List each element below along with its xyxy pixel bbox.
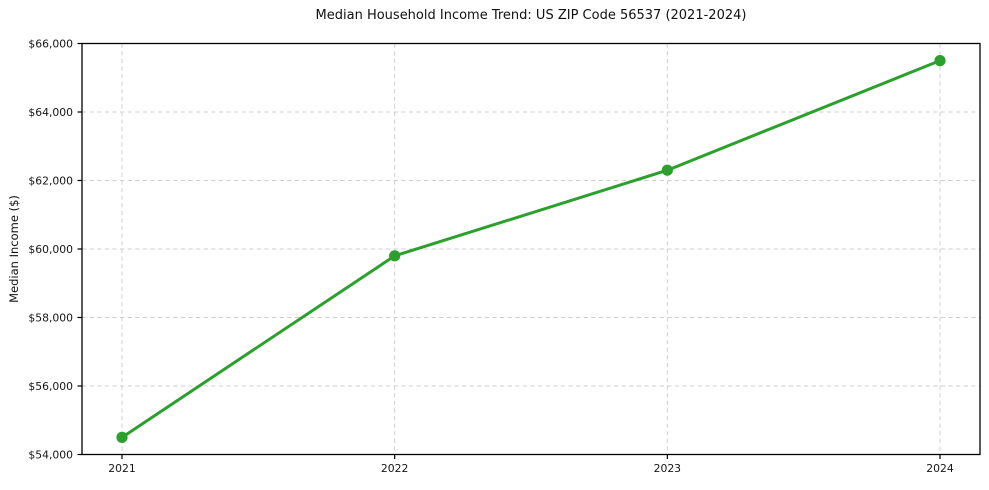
x-tick-label: 2021 (108, 462, 135, 475)
x-tick-label: 2024 (926, 462, 954, 475)
data-point (934, 55, 946, 67)
trend-line (120, 59, 942, 439)
y-tick-label: $66,000 (28, 37, 73, 50)
y-tick-label: $64,000 (28, 106, 73, 119)
data-point (661, 164, 673, 176)
x-tick-label: 2023 (654, 462, 681, 475)
chart-title: Median Household Income Trend: US ZIP Co… (315, 8, 747, 23)
data-point (116, 431, 128, 443)
y-tick-label: $58,000 (28, 311, 73, 324)
x-tick-label: 2022 (381, 462, 408, 475)
y-tick-label: $56,000 (28, 380, 73, 393)
plot-border (81, 42, 981, 456)
y-tick-label: $60,000 (28, 243, 73, 256)
y-tick-label: $62,000 (28, 174, 73, 187)
y-tick-label: $54,000 (28, 448, 73, 461)
data-point (389, 250, 401, 262)
